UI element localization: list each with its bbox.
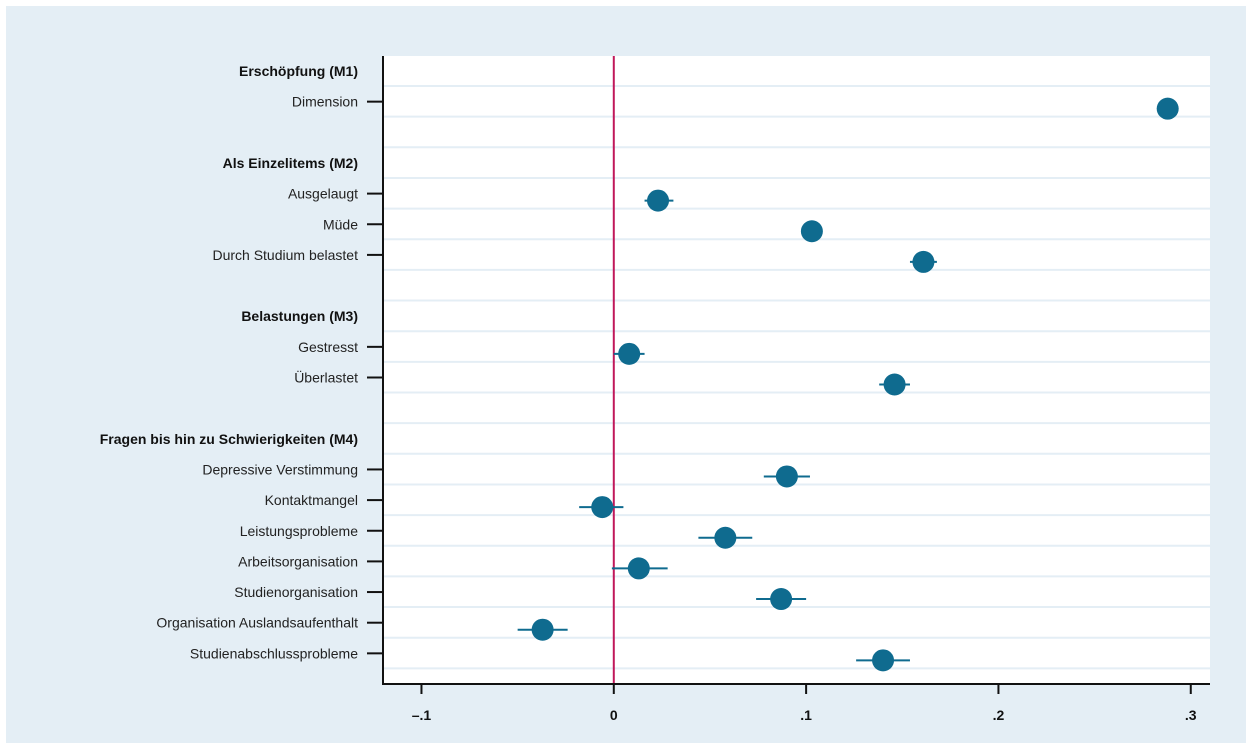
row-label: Müde xyxy=(323,216,358,232)
group-header-label: Erschöpfung (M1) xyxy=(239,63,358,79)
row-label: Ausgelaugt xyxy=(288,186,358,202)
x-tick-label: .2 xyxy=(993,707,1005,723)
coefficient-point xyxy=(912,250,935,273)
row-label: Studienorganisation xyxy=(234,584,358,600)
coefficient-point xyxy=(1156,97,1179,120)
group-header-label: Als Einzelitems (M2) xyxy=(223,155,358,171)
coefficient-point xyxy=(647,189,670,212)
coefficient-point xyxy=(770,588,793,611)
plot-area xyxy=(383,56,1210,684)
coefficient-point xyxy=(591,496,614,519)
row-label: Arbeitsorganisation xyxy=(238,553,358,569)
row-label: Organisation Auslandsaufenthalt xyxy=(156,615,358,631)
x-tick-label: .3 xyxy=(1185,707,1197,723)
coefficient-point xyxy=(800,220,823,243)
row-label: Dimension xyxy=(292,94,358,110)
coefficient-point xyxy=(883,373,906,396)
group-header-label: Fragen bis hin zu Schwierigkeiten (M4) xyxy=(100,431,358,447)
coefficient-point xyxy=(618,342,641,365)
coefficient-point xyxy=(775,465,798,488)
row-label: Studienabschlussprobleme xyxy=(190,645,358,661)
y-axis-labels: Erschöpfung (M1) Dimension Als Einzelitems… xyxy=(100,63,358,661)
coefficient-point xyxy=(872,649,895,672)
row-label: Depressive Verstimmung xyxy=(202,461,358,477)
grid-lines xyxy=(383,85,1210,670)
coefficient-point xyxy=(531,618,554,641)
x-tick-label: .1 xyxy=(800,707,812,723)
row-label: Überlastet xyxy=(294,369,358,386)
row-label: Durch Studium belastet xyxy=(212,247,358,263)
data-points xyxy=(531,97,1179,672)
row-label: Gestresst xyxy=(298,339,358,355)
coefficient-point xyxy=(627,557,650,580)
row-label: Kontaktmangel xyxy=(265,492,358,508)
coefficient-point xyxy=(714,526,737,549)
axes xyxy=(367,56,1210,694)
group-header-label: Belastungen (M3) xyxy=(241,308,358,324)
x-tick-label: 0 xyxy=(610,707,618,723)
x-tick-label: –.1 xyxy=(412,707,432,723)
row-label: Leistungsprobleme xyxy=(240,523,359,539)
x-axis-tick-labels: –.1 0 .1 .2 .3 xyxy=(412,707,1197,723)
